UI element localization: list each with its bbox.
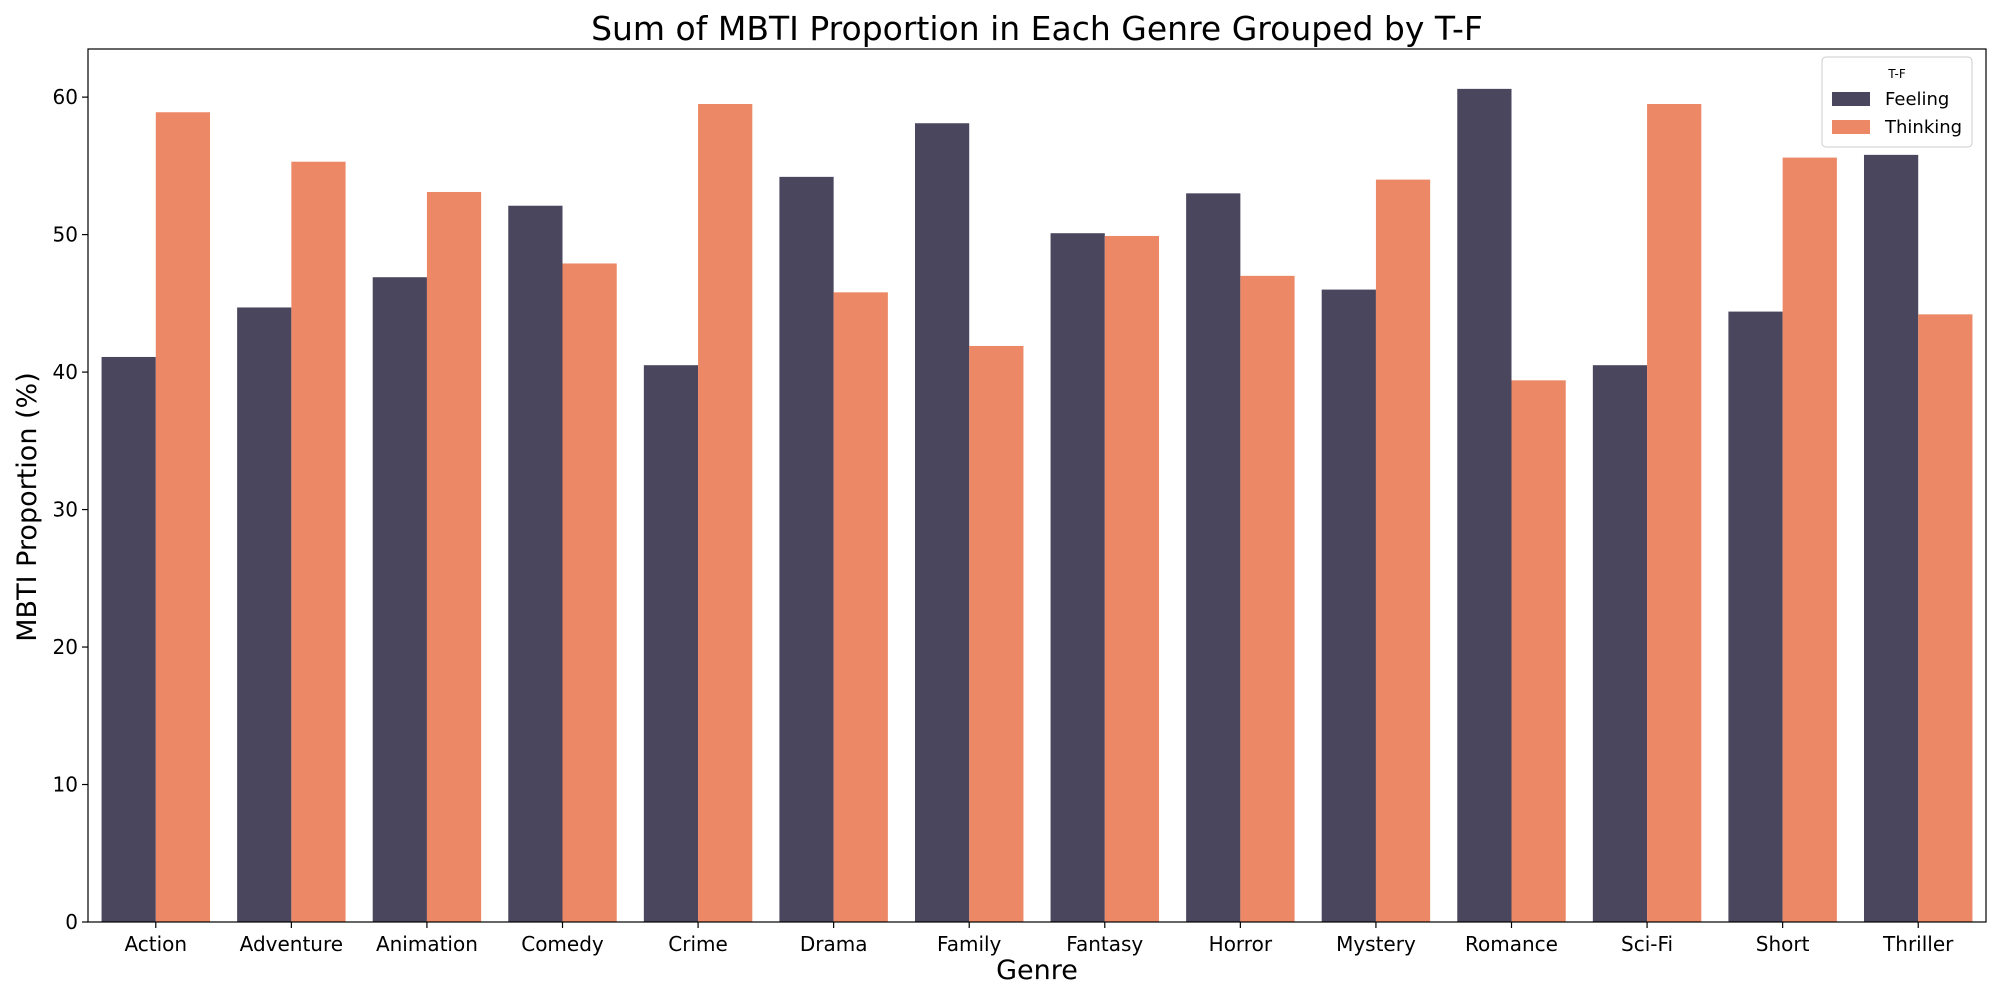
bar-thinking-adventure bbox=[291, 161, 346, 923]
legend-swatch-thinking bbox=[1832, 120, 1870, 134]
x-tick-label: Mystery bbox=[1336, 932, 1416, 956]
bar-thinking-drama bbox=[833, 292, 888, 923]
chart-title: Sum of MBTI Proportion in Each Genre Gro… bbox=[591, 9, 1483, 48]
bar-feeling-action bbox=[101, 356, 156, 923]
x-axis-title: Genre bbox=[996, 955, 1078, 986]
bar-thinking-family bbox=[969, 345, 1024, 923]
bar-thinking-comedy bbox=[562, 263, 617, 923]
legend-swatch-feeling bbox=[1832, 92, 1870, 106]
bar-feeling-drama bbox=[779, 176, 834, 923]
x-tick-label: Family bbox=[937, 932, 1002, 956]
bar-feeling-fantasy bbox=[1050, 233, 1105, 923]
legend: T-F Feeling Thinking bbox=[1821, 56, 1973, 148]
legend-label-feeling: Feeling bbox=[1885, 89, 1949, 110]
bar-feeling-animation bbox=[372, 277, 427, 923]
y-tick-label: 0 bbox=[65, 910, 78, 934]
bar-thinking-thriller bbox=[1918, 314, 1973, 923]
x-tick-label: Romance bbox=[1465, 932, 1558, 956]
x-tick-label: Sci-Fi bbox=[1621, 932, 1673, 956]
legend-label-thinking: Thinking bbox=[1884, 117, 1962, 138]
y-tick-label: 40 bbox=[53, 360, 78, 384]
bar-thinking-romance bbox=[1511, 380, 1566, 923]
bar-feeling-romance bbox=[1457, 88, 1512, 923]
bar-thinking-fantasy bbox=[1104, 235, 1160, 923]
bar-thinking-crime bbox=[698, 103, 753, 923]
bar-thinking-horror bbox=[1240, 275, 1295, 923]
bar-feeling-crime bbox=[643, 365, 699, 922]
bar-thinking-mystery bbox=[1375, 179, 1431, 923]
bar-thinking-sci-fi bbox=[1647, 103, 1702, 923]
x-tick-label: Crime bbox=[668, 932, 728, 956]
x-tick-label: Horror bbox=[1209, 932, 1273, 956]
bar-thinking-short bbox=[1782, 157, 1837, 923]
legend-title: T-F bbox=[1887, 67, 1906, 81]
bar-thinking-action bbox=[155, 112, 211, 923]
x-tick-label: Action bbox=[124, 932, 187, 956]
y-tick-label: 50 bbox=[53, 223, 78, 247]
bar-feeling-family bbox=[914, 123, 970, 923]
x-tick-label: Short bbox=[1756, 932, 1810, 956]
y-tick-label: 30 bbox=[53, 498, 78, 522]
x-tick-label: Fantasy bbox=[1066, 932, 1143, 956]
x-tick-label: Thriller bbox=[1882, 932, 1954, 956]
bar-feeling-adventure bbox=[237, 307, 292, 923]
bar-feeling-horror bbox=[1186, 193, 1241, 923]
plot-frame bbox=[87, 48, 1987, 923]
bar-feeling-short bbox=[1728, 311, 1783, 923]
bar-feeling-mystery bbox=[1321, 289, 1376, 923]
x-tick-label: Comedy bbox=[521, 932, 604, 956]
y-axis: 0 10 20 30 40 50 60 bbox=[53, 85, 88, 934]
x-tick-label: Animation bbox=[376, 932, 478, 956]
y-tick-label: 10 bbox=[53, 773, 78, 797]
x-axis: Action Adventure Animation Comedy Crime Drama… bbox=[124, 922, 1954, 956]
y-tick-label: 60 bbox=[53, 85, 78, 109]
bar-feeling-thriller bbox=[1863, 154, 1919, 923]
y-axis-title: MBTI Proportion (%) bbox=[12, 372, 43, 641]
bars-group bbox=[101, 88, 1973, 923]
x-tick-label: Drama bbox=[800, 932, 868, 956]
x-tick-label: Adventure bbox=[240, 932, 343, 956]
y-tick-label: 20 bbox=[53, 635, 78, 659]
bar-feeling-sci-fi bbox=[1592, 365, 1648, 922]
bar-thinking-animation bbox=[426, 191, 482, 923]
bar-feeling-comedy bbox=[508, 205, 563, 923]
